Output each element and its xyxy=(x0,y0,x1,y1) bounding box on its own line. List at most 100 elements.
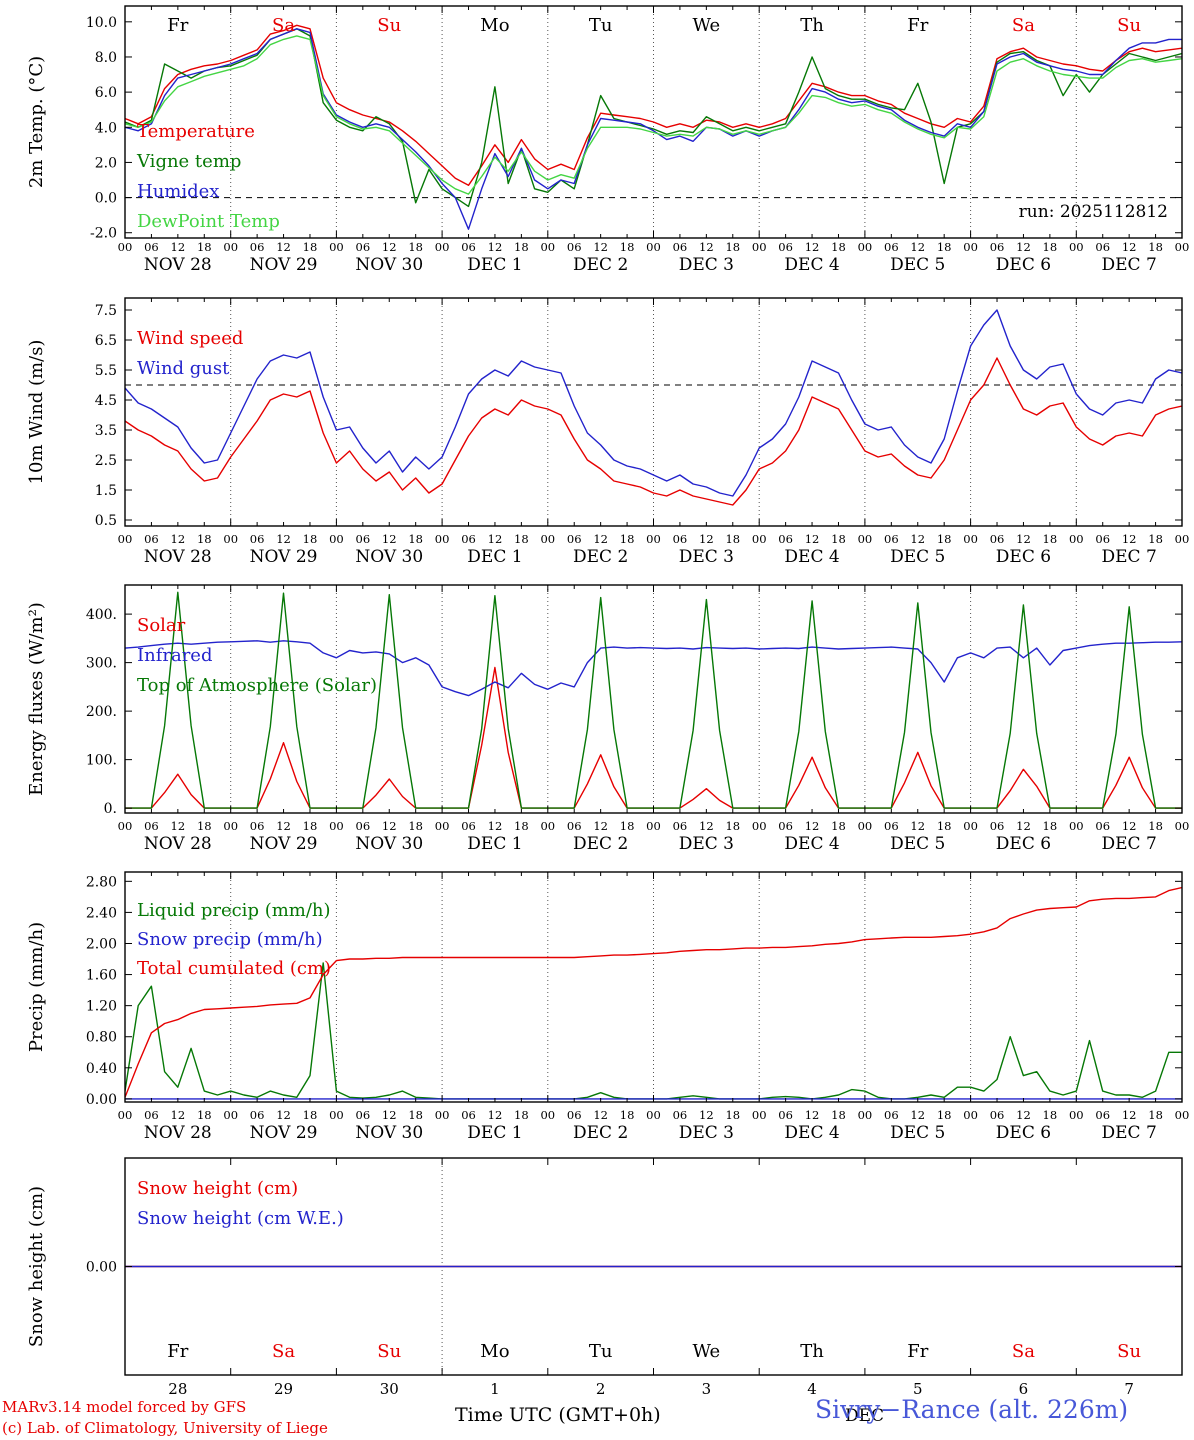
x-hour-label: 06 xyxy=(884,819,899,833)
x-hour-label: 06 xyxy=(567,1108,582,1122)
x-day-label: NOV 29 xyxy=(250,834,318,854)
x-hour-label: 12 xyxy=(488,532,503,546)
x-day-label: DEC 4 xyxy=(784,834,839,854)
x-hour-label: 06 xyxy=(356,532,371,546)
day-of-week-label: We xyxy=(693,1341,721,1362)
x-day-label: DEC 4 xyxy=(784,1123,839,1143)
x-day-label: DEC 7 xyxy=(1102,547,1157,567)
x-hour-label: 12 xyxy=(171,240,186,254)
x-hour-label: 00 xyxy=(1069,532,1084,546)
x-hour-label: 18 xyxy=(937,1108,952,1122)
x-hour-label: 18 xyxy=(1148,240,1163,254)
x-day-label: DEC 1 xyxy=(467,547,522,567)
x-hour-label: 12 xyxy=(1122,1108,1137,1122)
series-dewpoint-temp xyxy=(125,35,1182,195)
x-day-label: NOV 29 xyxy=(250,255,318,275)
day-of-week-label: Tu xyxy=(589,1341,613,1362)
x-hour-label: 18 xyxy=(620,240,635,254)
x-hour-label: 06 xyxy=(250,819,265,833)
x-hour-label: 00 xyxy=(223,532,238,546)
x-day-label: DEC 5 xyxy=(890,255,945,275)
x-hour-label: 18 xyxy=(620,819,635,833)
x-hour-label: 06 xyxy=(356,240,371,254)
panel-temperature-2m: -2.0 0.0 2.0 4.0 6.0 8.0 10.0 00 06 12 18 00 06 12 18 0… xyxy=(26,5,1189,275)
x-day-label: DEC 6 xyxy=(996,1123,1051,1143)
x-hour-label: 18 xyxy=(514,532,529,546)
x-hour-label: 00 xyxy=(646,1108,661,1122)
x-day-label: NOV 30 xyxy=(355,1123,423,1143)
x-hour-label: 06 xyxy=(567,819,582,833)
y-tick-label: 5.5 xyxy=(95,363,117,379)
y-tick-label: 300. xyxy=(86,656,117,672)
legend-infrared: Infrared xyxy=(137,645,212,666)
x-hour-label: 18 xyxy=(620,532,635,546)
x-hour-label: 06 xyxy=(778,1108,793,1122)
y-tick-label: 10.0 xyxy=(86,15,117,31)
day-of-week-label: Fr xyxy=(907,1341,928,1362)
x-hour-label: 00 xyxy=(118,819,133,833)
day-of-week-label: Sa xyxy=(272,1341,295,1362)
x-hour-label: 12 xyxy=(1122,532,1137,546)
x-hour-label: 18 xyxy=(1043,819,1058,833)
x-hour-label: 00 xyxy=(223,240,238,254)
x-hour-label: 00 xyxy=(540,819,555,833)
x-day-label: DEC 1 xyxy=(467,834,522,854)
x-hour-label: 06 xyxy=(1095,819,1110,833)
x-day-label: DEC 2 xyxy=(573,834,628,854)
x-day-label: DEC 7 xyxy=(1102,255,1157,275)
x-day-label: DEC 3 xyxy=(679,834,734,854)
x-hour-label: 12 xyxy=(699,1108,714,1122)
series-infrared xyxy=(125,640,1182,697)
y-tick-label: 0. xyxy=(104,801,117,817)
legend-solar: Solar xyxy=(137,615,186,636)
y-axis-title: Energy fluxes (W/m²) xyxy=(26,602,47,796)
x-date-label: 4 xyxy=(807,1380,817,1398)
x-hour-label: 06 xyxy=(673,819,688,833)
x-day-label: DEC 1 xyxy=(467,255,522,275)
x-day-label: NOV 28 xyxy=(144,547,212,567)
day-of-week-label: Su xyxy=(1117,1341,1141,1362)
legend-snow-height-cm: Snow height (cm) xyxy=(137,1178,298,1199)
x-hour-label: 06 xyxy=(567,240,582,254)
x-hour-label: 18 xyxy=(514,240,529,254)
x-hour-label: 00 xyxy=(1175,819,1190,833)
x-hour-label: 00 xyxy=(752,1108,767,1122)
legend-top-of-atmosphere-solar: Top of Atmosphere (Solar) xyxy=(137,675,377,696)
x-day-label: NOV 30 xyxy=(355,547,423,567)
x-hour-label: 00 xyxy=(329,1108,344,1122)
y-tick-label: 6.5 xyxy=(95,333,117,349)
x-hour-label: 12 xyxy=(805,819,820,833)
panel-wind-10m: 0.5 1.5 2.5 3.5 4.5 5.5 6.5 7.5 00 06 12 18 00 06 12 18… xyxy=(26,297,1189,567)
y-tick-label: 7.5 xyxy=(95,303,117,319)
x-hour-label: 18 xyxy=(831,532,846,546)
y-axis-title: Snow height (cm) xyxy=(26,1186,47,1347)
x-date-label: 1 xyxy=(490,1380,500,1398)
x-hour-label: 00 xyxy=(963,532,978,546)
x-hour-label: 06 xyxy=(778,532,793,546)
x-hour-label: 12 xyxy=(805,1108,820,1122)
x-hour-label: 12 xyxy=(1122,819,1137,833)
x-hour-label: 00 xyxy=(1175,1108,1190,1122)
x-hour-label: 18 xyxy=(303,240,318,254)
legend-snow-height-cm-w-e: Snow height (cm W.E.) xyxy=(137,1208,344,1229)
time-axis-title: Time UTC (GMT+0h) xyxy=(455,1404,661,1426)
x-hour-label: 12 xyxy=(1016,240,1031,254)
day-of-week-label: Sa xyxy=(272,15,295,36)
y-axis-title: Precip (mm/h) xyxy=(26,922,47,1052)
x-date-label: 6 xyxy=(1019,1380,1029,1398)
x-hour-label: 06 xyxy=(461,532,476,546)
legend-wind-gust: Wind gust xyxy=(137,358,230,379)
x-hour-label: 06 xyxy=(356,1108,371,1122)
x-hour-label: 06 xyxy=(778,240,793,254)
x-hour-label: 00 xyxy=(435,819,450,833)
x-hour-label: 00 xyxy=(858,819,873,833)
x-day-label: DEC 4 xyxy=(784,255,839,275)
x-hour-label: 06 xyxy=(250,532,265,546)
x-day-label: NOV 30 xyxy=(355,834,423,854)
y-tick-label: 4.5 xyxy=(95,393,117,409)
x-date-label: 30 xyxy=(380,1380,399,1398)
x-hour-label: 00 xyxy=(752,819,767,833)
series-wind-gust xyxy=(125,309,1182,497)
x-hour-label: 00 xyxy=(646,240,661,254)
x-hour-label: 18 xyxy=(1148,1108,1163,1122)
